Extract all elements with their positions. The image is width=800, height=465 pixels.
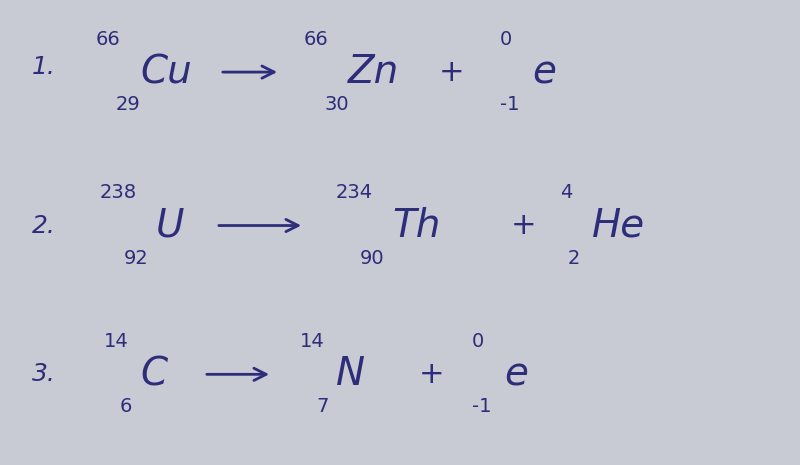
Text: Zn: Zn: [348, 53, 399, 91]
Text: 66: 66: [96, 30, 121, 49]
Text: 92: 92: [124, 249, 149, 267]
Text: +: +: [419, 360, 445, 389]
Text: -1: -1: [500, 95, 519, 114]
Text: U: U: [156, 206, 185, 245]
Text: 3.: 3.: [32, 362, 56, 386]
Text: 0: 0: [500, 30, 512, 49]
Text: 234: 234: [336, 184, 373, 202]
Text: N: N: [336, 355, 365, 393]
Text: +: +: [439, 58, 465, 86]
Text: 30: 30: [324, 95, 349, 114]
Text: 2.: 2.: [32, 213, 56, 238]
Text: 29: 29: [116, 95, 141, 114]
Text: 66: 66: [304, 30, 329, 49]
Text: +: +: [511, 211, 537, 240]
Text: e: e: [532, 53, 556, 91]
Text: 7: 7: [316, 398, 328, 416]
Text: 14: 14: [300, 332, 325, 351]
Text: 2: 2: [568, 249, 580, 267]
Text: -1: -1: [472, 398, 491, 416]
Text: He: He: [592, 206, 645, 245]
Text: 14: 14: [104, 332, 129, 351]
Text: Th: Th: [392, 206, 440, 245]
Text: 4: 4: [560, 184, 572, 202]
Text: 1.: 1.: [32, 55, 56, 80]
Text: 0: 0: [472, 332, 484, 351]
Text: Cu: Cu: [140, 53, 192, 91]
Text: e: e: [504, 355, 528, 393]
Text: 238: 238: [100, 184, 137, 202]
Text: 6: 6: [120, 398, 132, 416]
Text: C: C: [140, 355, 167, 393]
Text: 90: 90: [360, 249, 385, 267]
